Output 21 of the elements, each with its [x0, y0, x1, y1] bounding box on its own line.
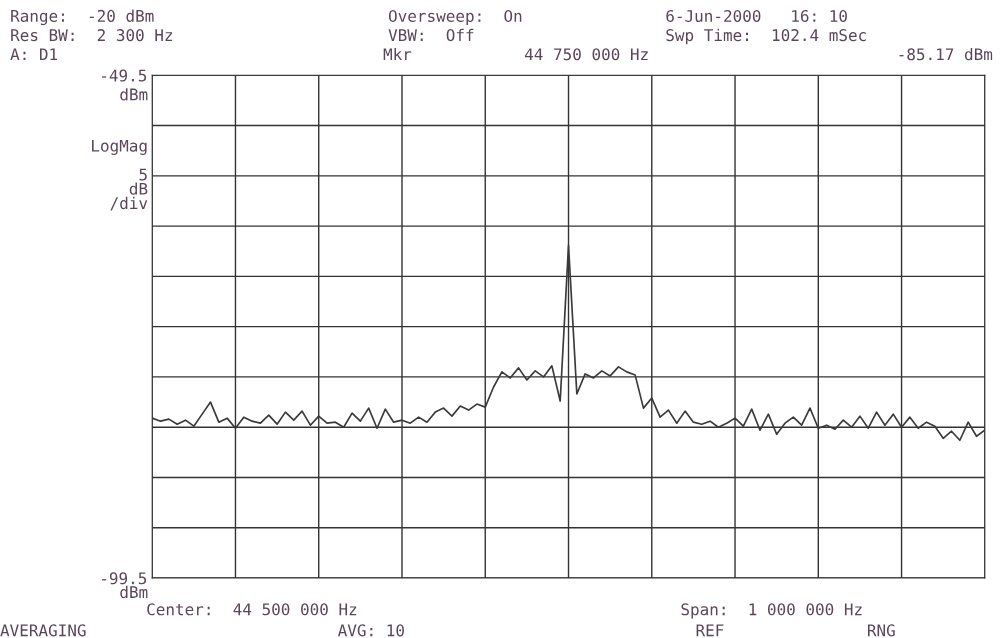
y-axis-title: LogMag 5 dB /div	[92, 139, 148, 211]
text: Oversweep: On	[388, 9, 522, 26]
text: -85.17 dBm	[899, 47, 993, 61]
text: dBm	[120, 88, 148, 101]
text: dBm	[120, 585, 148, 599]
text: Swp Time: 102.4 mSec	[666, 28, 866, 45]
text: RNG	[868, 624, 895, 637]
text: VBW: Off	[388, 28, 474, 42]
y-tick-label: -99.5	[102, 572, 147, 585]
text: 44 750 000 Hz	[524, 48, 648, 61]
text: Range: -20 dBm	[11, 9, 154, 26]
text: AVERAGING	[0, 624, 86, 637]
text: Mkr	[383, 47, 412, 61]
text: Span: 1 000 000 Hz	[681, 603, 862, 619]
text: REF	[696, 624, 724, 637]
y-tick-label: -49.5	[102, 69, 147, 82]
text: Res BW: 2 300 Hz	[11, 29, 173, 42]
text: A: D1	[10, 48, 58, 61]
text: Center: 44 500 000 Hz	[147, 603, 357, 616]
text: 6-Jun-2000 16: 10	[666, 9, 847, 23]
text: AVG: 10	[337, 624, 404, 637]
